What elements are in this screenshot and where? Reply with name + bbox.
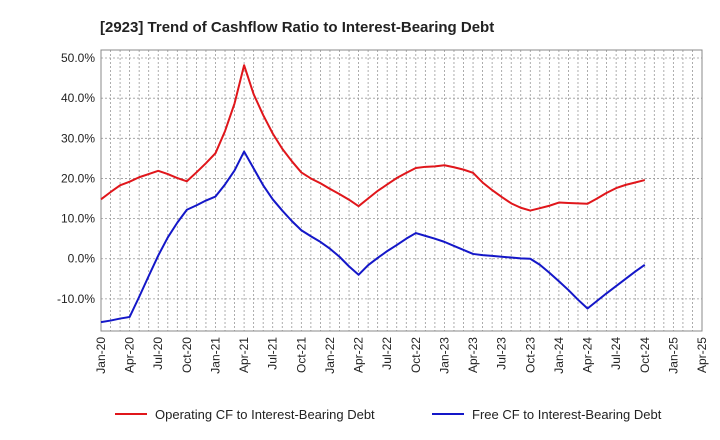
- y-tick-label: 10.0%: [61, 212, 95, 226]
- x-tick-label: Jan-24: [552, 337, 566, 374]
- y-tick-label: 0.0%: [68, 252, 96, 266]
- x-tick-label: Jul-24: [609, 337, 623, 370]
- x-tick-label: Apr-25: [695, 337, 709, 373]
- x-tick-label: Oct-22: [409, 337, 423, 373]
- legend: Operating CF to Interest-Bearing Debt Fre…: [115, 407, 662, 422]
- x-tick-label: Jan-21: [208, 337, 222, 374]
- legend-label: Free CF to Interest-Bearing Debt: [472, 407, 662, 422]
- y-axis: 50.0% 40.0% 30.0% 20.0% 10.0% 0.0% -10.0%: [57, 51, 95, 306]
- x-axis: Jan-20 Apr-20 Jul-20 Oct-20 Jan-21 Apr-21 Jul-…: [94, 337, 709, 374]
- x-tick-label: Apr-22: [352, 337, 366, 373]
- x-tick-label: Oct-20: [180, 337, 194, 373]
- x-tick-label: Oct-23: [523, 337, 537, 373]
- y-tick-label: 30.0%: [61, 131, 95, 145]
- x-tick-label: Apr-21: [237, 337, 251, 373]
- legend-label: Operating CF to Interest-Bearing Debt: [155, 407, 375, 422]
- y-tick-label: -10.0%: [57, 292, 95, 306]
- x-tick-label: Jul-20: [151, 337, 165, 370]
- y-tick-label: 40.0%: [61, 91, 95, 105]
- x-tick-label: Jul-23: [495, 337, 509, 370]
- x-tick-label: Jan-20: [94, 337, 108, 374]
- x-tick-label: Apr-20: [123, 337, 137, 373]
- x-tick-label: Jan-25: [666, 337, 680, 374]
- free-cf-line: [100, 150, 646, 324]
- x-tick-label: Apr-24: [581, 337, 595, 373]
- series-lines: [100, 64, 646, 324]
- operating-cf-line: [100, 64, 646, 212]
- plot-area: [100, 49, 703, 332]
- x-tick-label: Oct-21: [294, 337, 308, 373]
- x-tick-label: Jul-21: [266, 337, 280, 370]
- y-tick-label: 20.0%: [61, 171, 95, 185]
- x-tick-label: Jul-22: [380, 337, 394, 370]
- chart-title: [2923] Trend of Cashflow Ratio to Intere…: [100, 19, 494, 36]
- y-tick-label: 50.0%: [61, 51, 95, 65]
- x-tick-label: Apr-23: [466, 337, 480, 373]
- x-tick-label: Jan-23: [437, 337, 451, 374]
- x-tick-label: Jan-22: [323, 337, 337, 374]
- x-tick-label: Oct-24: [638, 337, 652, 373]
